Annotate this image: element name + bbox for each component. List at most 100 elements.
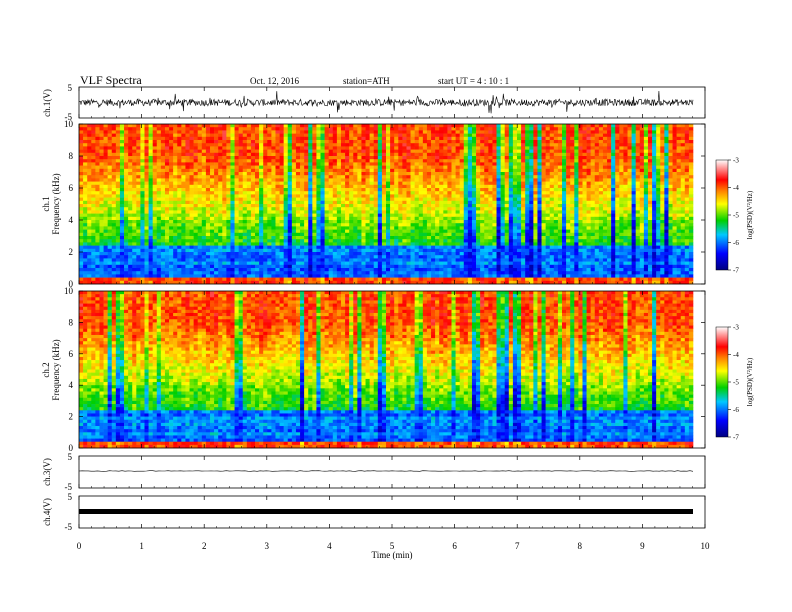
spectrogram-cell [574, 184, 579, 189]
spectrogram-cell [140, 181, 145, 186]
spectrogram-cell [390, 194, 395, 198]
spectrogram-cell [647, 156, 653, 160]
spectrogram-cell [214, 143, 219, 147]
spectrogram-cell [209, 207, 215, 211]
spectrogram-cell [164, 191, 170, 195]
spectrogram-cell [230, 133, 235, 138]
spectrogram-cell [181, 197, 186, 202]
spectrogram-cell [553, 168, 559, 173]
spectrogram-cell [602, 127, 608, 131]
spectrogram-cell [152, 124, 158, 128]
spectrogram-cell [394, 136, 399, 141]
spectrogram-cell [357, 204, 362, 208]
spectrogram-cell [164, 124, 170, 128]
spectrogram-cell [263, 191, 268, 195]
spectrogram-cell [386, 133, 391, 138]
spectrogram-cell [480, 149, 485, 154]
spectrogram-cell [271, 191, 276, 195]
spectrogram-cell [328, 207, 334, 211]
spectrogram-cell [525, 146, 530, 150]
spectrogram-cell [279, 149, 284, 154]
spectrogram-cell [99, 146, 104, 150]
spectrogram-cell [676, 127, 682, 131]
spectrogram-cell [357, 146, 362, 150]
spectrogram-cell [635, 156, 641, 160]
spectrogram-cell [443, 136, 448, 141]
spectrogram-cell [267, 216, 272, 221]
spectrogram-cell [672, 162, 677, 166]
spectrogram-cell [463, 130, 469, 134]
spectrogram-cell [156, 133, 162, 138]
spectrogram-cell [500, 146, 505, 150]
spectrogram-cell [345, 194, 350, 198]
spectrogram-cell [160, 216, 166, 221]
spectrogram-cell [549, 149, 555, 154]
spectrogram-cell [160, 229, 166, 234]
spectrogram-cell [607, 136, 612, 141]
spectrogram-cell [586, 207, 591, 211]
spectrogram-cell [291, 165, 297, 170]
spectrogram-cell [91, 220, 96, 224]
spectrogram-cell [492, 184, 497, 189]
spectrogram-cell [635, 223, 641, 227]
spectrogram-cell [602, 200, 608, 205]
spectrogram-cell [332, 197, 338, 202]
spectrogram-cell [230, 143, 235, 147]
spectrogram-cell [660, 130, 665, 134]
spectrogram-cell [205, 188, 211, 192]
spectrogram-cell [566, 194, 571, 198]
spectrogram-cell [402, 124, 407, 128]
spectrogram-cell [398, 178, 403, 182]
spectrogram-cell [504, 194, 510, 198]
spectrogram-cell [193, 210, 198, 214]
spectrogram-cell [316, 156, 321, 160]
spectrogram-cell [541, 216, 546, 221]
spectrogram-cell [91, 229, 96, 234]
spectrogram-cell [295, 191, 301, 195]
spectrogram-cell [111, 220, 117, 224]
spectrogram-cell [263, 159, 268, 163]
spectrogram-cell [205, 159, 211, 163]
spectrogram-cell [549, 184, 555, 189]
spectrogram-cell [91, 197, 96, 202]
spectrogram-cell [222, 184, 227, 189]
spectrogram-cell [177, 207, 182, 211]
spectrogram-cell [557, 188, 563, 192]
spectrogram-cell [340, 213, 346, 218]
spectrogram-cell [238, 216, 244, 221]
spectrogram-cell [132, 207, 137, 211]
spectrogram-cell [369, 140, 375, 144]
spectrogram-cell [238, 188, 244, 192]
spectrogram-cell [439, 184, 444, 189]
spectrogram-cell [295, 168, 301, 173]
spectrogram-cell [467, 184, 473, 189]
spectrogram-cell [214, 216, 219, 221]
spectrogram-cell [652, 204, 657, 208]
spectrogram-cell [353, 146, 358, 150]
spectrogram-cell [652, 165, 657, 170]
spectrogram-cell [83, 213, 88, 218]
spectrogram-cell [377, 143, 383, 147]
spectrogram-cell [234, 207, 239, 211]
spectrogram-cell [218, 191, 223, 195]
spectrogram-cell [492, 216, 497, 221]
spectrogram-cell [471, 200, 477, 205]
spectrogram-cell [222, 172, 227, 176]
spectrogram-cell [492, 197, 497, 202]
spectrogram-cell [332, 165, 338, 170]
spectrogram-cell [598, 184, 604, 189]
spectrogram-cell [287, 181, 293, 186]
spectrogram-cell [177, 229, 182, 234]
spectrogram-cell [426, 146, 432, 150]
spectrogram-cell [652, 207, 657, 211]
spectrogram-cell [611, 159, 616, 163]
spectrogram-cell [353, 213, 358, 218]
spectrogram-cell [426, 133, 432, 138]
spectrogram-cell [140, 216, 145, 221]
spectrogram-cell [287, 127, 293, 131]
spectrogram-cell [164, 204, 170, 208]
spectrogram-cell [647, 149, 653, 154]
spectrogram-cell [353, 124, 358, 128]
spectrogram-cell [463, 124, 469, 128]
spectrogram-cell [275, 207, 280, 211]
